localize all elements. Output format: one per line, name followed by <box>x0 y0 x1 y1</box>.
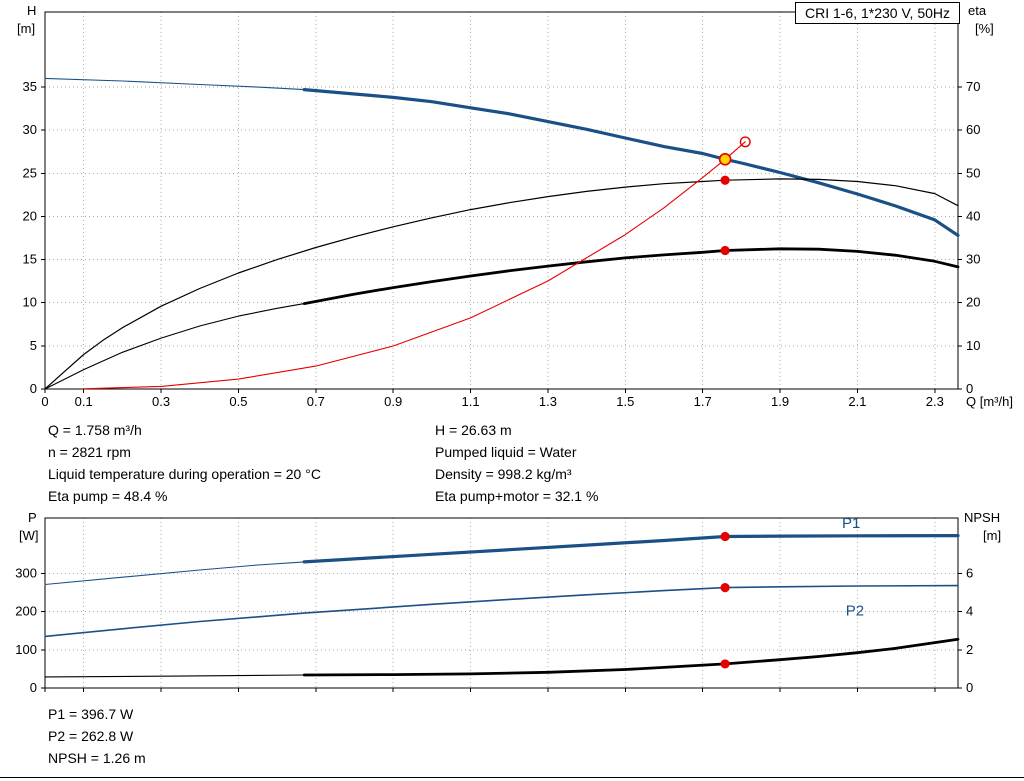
axis-label-eta: eta <box>968 3 987 18</box>
y-left-tick-label: 0 <box>30 381 37 396</box>
x-tick-label: 0.5 <box>229 394 247 409</box>
y-right-tick-label: 50 <box>966 165 980 180</box>
y-left-tick-label: 100 <box>15 642 37 657</box>
y-left-tick-label: 20 <box>23 208 37 223</box>
x-tick-label: 0 <box>41 394 48 409</box>
duty-info-left-column: Q = 1.758 m³/h n = 2821 rpm Liquid tempe… <box>48 419 321 507</box>
p2-value: P2 = 262.8 W <box>48 728 134 744</box>
curve-eta-pump <box>44 178 959 390</box>
curve-system-curve <box>83 141 746 390</box>
axis-unit-pct: [%] <box>975 21 994 36</box>
curve-eta-pump-motor-low <box>44 303 305 390</box>
y-right-tick-label: 20 <box>966 295 980 310</box>
y-right-tick-label: 2 <box>966 642 973 657</box>
eta-pump-motor-point-marker <box>720 245 730 256</box>
y-right-tick-label: 0 <box>966 381 973 396</box>
x-axis-title: Q [m³/h] <box>966 394 1013 409</box>
y-right-tick-label: 60 <box>966 122 980 137</box>
duty-density: Density = 998.2 kg/m³ <box>435 466 572 482</box>
x-tick-label: 1.9 <box>771 394 789 409</box>
curve-label-p2: P2 <box>846 602 864 619</box>
curve-label-p1: P1 <box>842 515 860 532</box>
y-right-tick-label: 70 <box>966 79 980 94</box>
y-left-tick-label: 10 <box>23 295 37 310</box>
y-left-tick-label: 15 <box>23 252 37 267</box>
x-tick-label: 1.5 <box>616 394 634 409</box>
duty-speed-value: n = 2821 rpm <box>48 444 131 460</box>
y-left-tick-label: 200 <box>15 604 37 619</box>
y-left-tick-label: 5 <box>30 338 37 353</box>
duty-liquid-temp: Liquid temperature during operation = 20… <box>48 466 321 482</box>
y-left-tick-label: 35 <box>23 79 37 94</box>
duty-eta-pump: Eta pump = 48.4 % <box>48 488 168 504</box>
open-point-marker <box>739 136 751 148</box>
npsh-value: NPSH = 1.26 m <box>48 750 146 766</box>
pump-title-box: CRI 1-6, 1*230 V, 50Hz <box>794 2 960 24</box>
p2-point-marker <box>720 583 730 593</box>
x-tick-label: 0.1 <box>75 394 93 409</box>
duty-info-right-column: H = 26.63 m Pumped liquid = Water Densit… <box>435 419 598 507</box>
axis-unit-m2: [m] <box>983 528 1002 543</box>
duty-eta-pump-motor: Eta pump+motor = 32.1 % <box>435 488 599 504</box>
curve-npsh <box>302 637 960 677</box>
axis-label-p: P <box>28 510 37 525</box>
curve-p1 <box>302 533 960 564</box>
y-right-tick-label: 0 <box>966 680 973 695</box>
x-tick-label: 1.1 <box>462 394 480 409</box>
p1-value: P1 = 396.7 W <box>48 706 134 722</box>
y-left-tick-label: 300 <box>15 565 37 580</box>
x-tick-label: 0.7 <box>307 394 325 409</box>
x-tick-label: 2.1 <box>848 394 866 409</box>
duty-pumped-liquid: Pumped liquid = Water <box>435 444 577 460</box>
y-left-tick-label: 25 <box>23 165 37 180</box>
axis-unit-m: [m] <box>17 21 36 36</box>
eta-pump-point-marker <box>720 175 730 185</box>
y-right-tick-label: 10 <box>966 338 980 353</box>
plot-frame <box>44 11 959 390</box>
curve-p1-low <box>44 561 305 586</box>
x-tick-label: 0.9 <box>384 394 402 409</box>
y-right-tick-label: 40 <box>966 208 980 223</box>
axis-label-npsh: NPSH <box>964 510 1001 525</box>
x-tick-label: 0.3 <box>152 394 170 409</box>
page-bottom-rule <box>0 777 1024 778</box>
x-tick-label: 1.3 <box>539 394 557 409</box>
x-tick-label: 2.3 <box>926 394 944 409</box>
y-right-tick-label: 6 <box>966 565 973 580</box>
curve-h-q-low <box>44 77 305 91</box>
curve-eta-pump-motor <box>302 247 960 306</box>
p1-point-marker <box>720 531 730 542</box>
y-right-tick-label: 4 <box>966 604 973 619</box>
npsh-point-marker <box>720 659 730 669</box>
y-right-tick-label: 30 <box>966 252 980 267</box>
y-left-tick-label: 30 <box>23 122 37 137</box>
duty-q-value: Q = 1.758 m³/h <box>48 422 142 438</box>
curve-npsh-low <box>44 674 305 678</box>
duty-h-value: H = 26.63 m <box>435 422 512 438</box>
duty-point-marker <box>718 152 732 166</box>
axis-label-h: H <box>27 3 37 18</box>
curve-p2 <box>44 584 959 638</box>
plot-frame <box>44 517 959 689</box>
axis-unit-w: [W] <box>19 528 39 543</box>
power-info-column: P1 = 396.7 W P2 = 262.8 W NPSH = 1.26 m <box>48 703 146 769</box>
x-tick-label: 1.7 <box>694 394 712 409</box>
y-left-tick-label: 0 <box>30 680 37 695</box>
curve-h-q <box>302 87 960 237</box>
